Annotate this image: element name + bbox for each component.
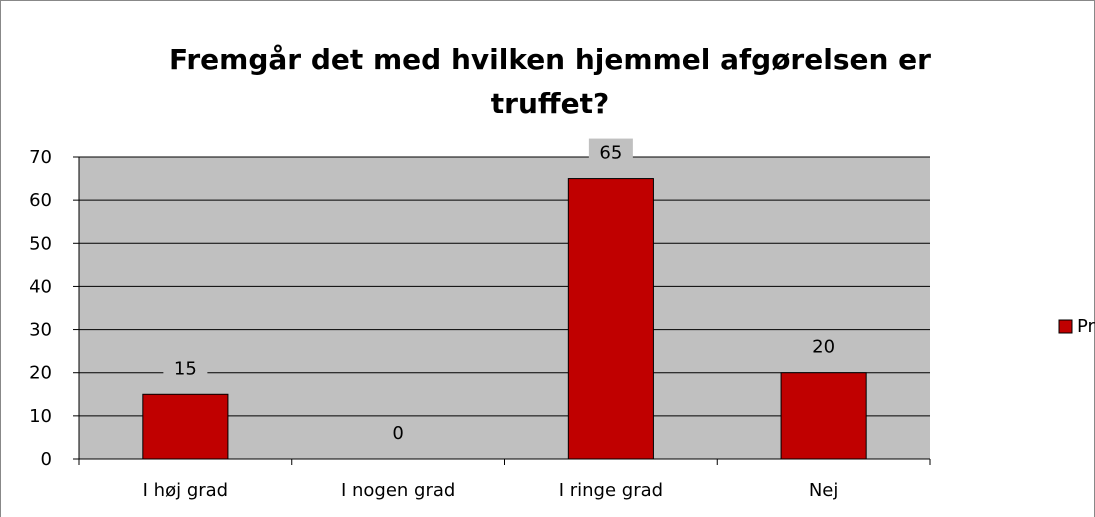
data-label: 0 [392, 423, 403, 444]
data-label: 20 [812, 337, 835, 358]
y-tick-label: 30 [29, 320, 52, 341]
bar [567, 178, 654, 460]
legend-label: Procent [1077, 316, 1095, 337]
bar [142, 393, 229, 460]
y-tick-label: 50 [29, 233, 52, 254]
data-label-bg [588, 138, 633, 167]
y-tick-label: 10 [29, 406, 52, 427]
data-label-bg [163, 354, 208, 383]
data-label-bg [801, 332, 846, 361]
bar [780, 372, 867, 460]
y-tick-label: 20 [29, 363, 52, 384]
chart-title: Fremgår det med hvilken hjemmel afgørels… [169, 43, 931, 120]
data-label-bg [376, 419, 421, 447]
x-tick-label: Nej [809, 480, 839, 501]
x-tick-label: I høj grad [143, 480, 228, 501]
x-tick-label: I ringe grad [559, 480, 663, 501]
legend-swatch [1058, 319, 1073, 334]
data-label: 65 [599, 143, 622, 164]
y-tick-label: 60 [29, 190, 52, 211]
data-label: 15 [174, 358, 197, 379]
x-tick-label: I nogen grad [341, 480, 455, 501]
y-tick-label: 40 [29, 276, 52, 297]
y-tick-label: 0 [41, 449, 52, 470]
y-tick-label: 70 [29, 147, 52, 168]
